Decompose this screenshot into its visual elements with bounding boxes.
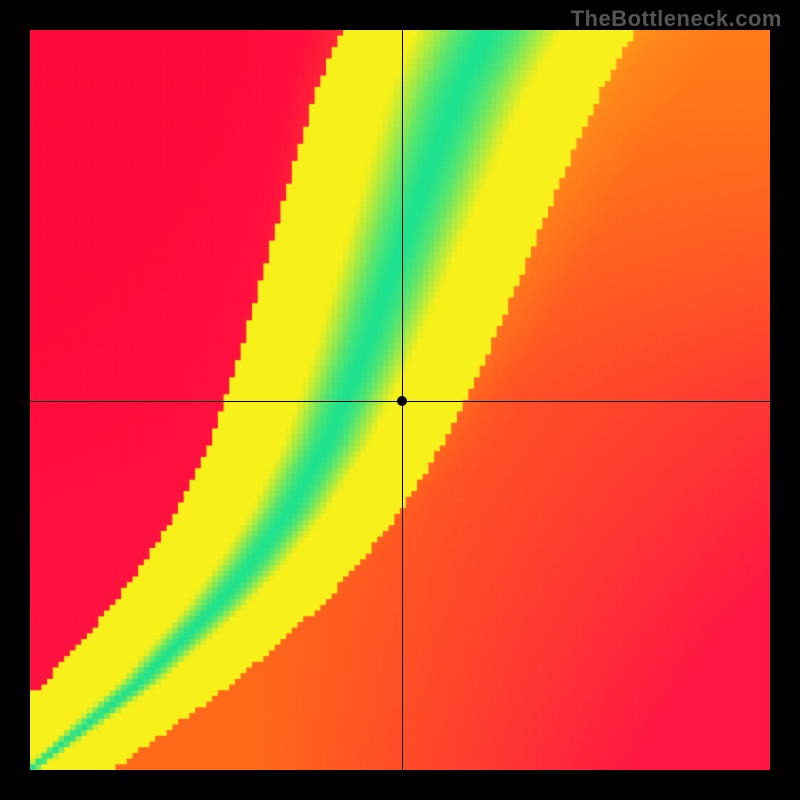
- chart-container: TheBottleneck.com: [0, 0, 800, 800]
- heatmap-plot: [30, 30, 770, 770]
- data-point-marker: [397, 396, 407, 406]
- watermark-text: TheBottleneck.com: [571, 6, 782, 32]
